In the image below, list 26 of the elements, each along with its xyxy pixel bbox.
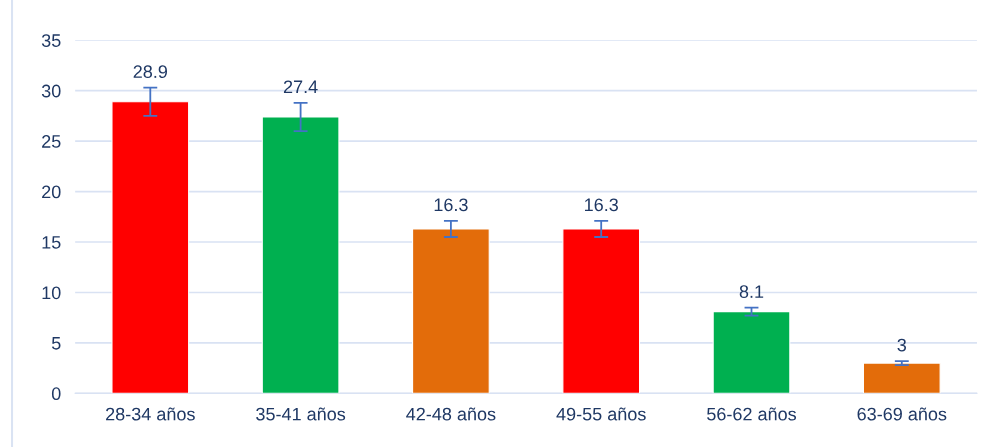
y-tick-label: 25 xyxy=(42,135,61,148)
y-tick-label: 5 xyxy=(51,337,61,350)
data-label: 8.1 xyxy=(739,285,764,298)
bar xyxy=(862,362,941,394)
y-tick-label: 10 xyxy=(42,286,61,300)
y-tick-label: 0 xyxy=(51,387,61,401)
bar xyxy=(412,228,490,394)
y-tick-label: 20 xyxy=(42,185,61,199)
y-tick-label: 35 xyxy=(41,34,61,47)
bar xyxy=(562,228,641,394)
bar xyxy=(712,311,791,394)
x-tick-label: 35-41 años xyxy=(256,407,346,421)
x-tick-label: 49-55 años xyxy=(556,407,646,421)
x-tick-label: 28-34 años xyxy=(106,407,195,421)
data-label: 28.9 xyxy=(133,65,168,79)
y-tick-label: 30 xyxy=(41,84,61,98)
x-tick-label: 63-69 años xyxy=(857,407,947,421)
x-tick-label: 56-62 años xyxy=(707,407,797,421)
bar xyxy=(261,116,340,394)
data-label: 3 xyxy=(897,338,907,352)
data-label: 16.3 xyxy=(434,198,468,212)
bar xyxy=(111,101,190,394)
x-tick-label: 42-48 años xyxy=(406,407,496,421)
data-label: 16.3 xyxy=(585,198,618,212)
data-label: 27.4 xyxy=(283,80,318,93)
y-tick-label: 15 xyxy=(42,236,61,249)
